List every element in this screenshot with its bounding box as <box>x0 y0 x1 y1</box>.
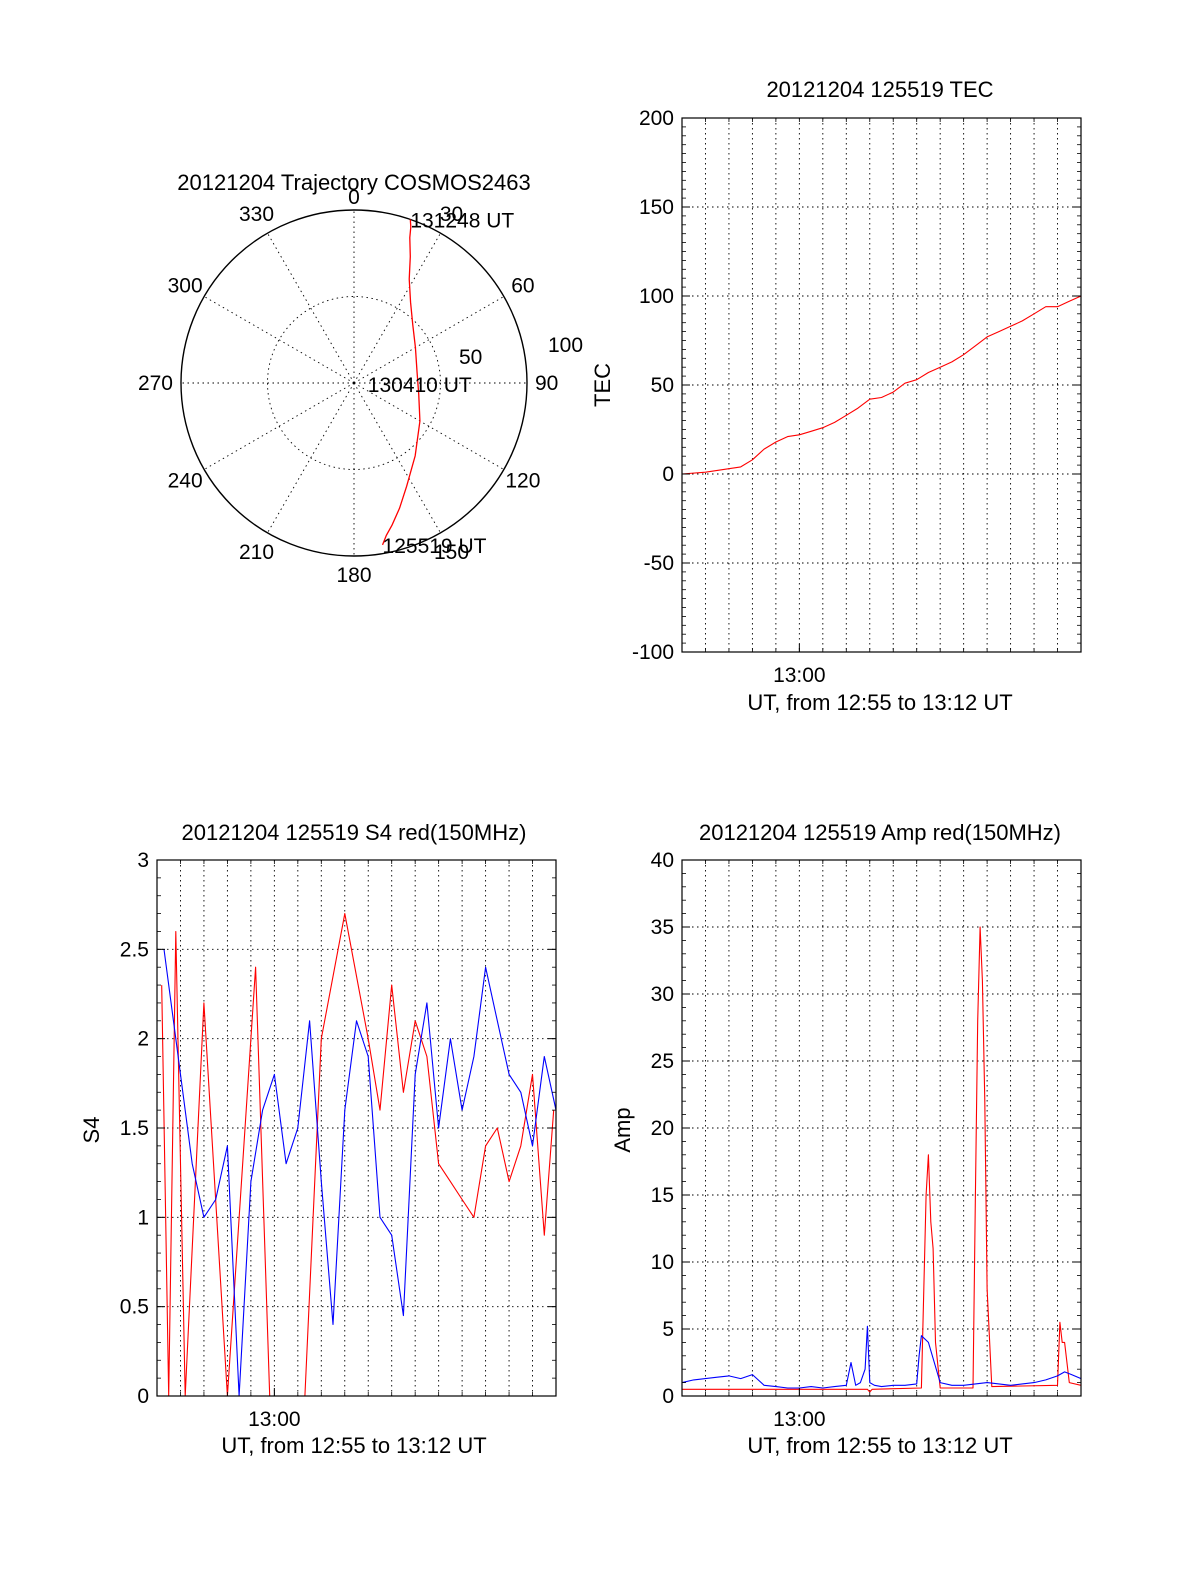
polar-azimuth-label: 30 <box>440 203 463 226</box>
series-line <box>682 1325 1081 1389</box>
polar-spoke <box>353 382 505 470</box>
polar-azimuth-label: 90 <box>535 372 558 395</box>
series-line <box>682 295 1081 475</box>
x-tick-label: 13:00 <box>773 1408 826 1431</box>
y-tick-label: 50 <box>651 374 674 397</box>
plot-frame <box>681 117 1082 653</box>
y-tick-label: 0.5 <box>120 1296 149 1319</box>
series-group <box>682 926 1081 1393</box>
polar-spoke <box>267 232 355 384</box>
y-tick-label: 1.5 <box>120 1117 149 1140</box>
polar-spoke <box>353 232 441 384</box>
s4-ylabel: S4 <box>79 1117 104 1144</box>
polar-azimuth-label: 270 <box>138 372 173 395</box>
x-tick-label: 13:00 <box>773 664 826 687</box>
polar-series <box>381 219 421 546</box>
y-tick-label: 2.5 <box>120 938 149 961</box>
tec-xlabel: UT, from 12:55 to 13:12 UT <box>747 690 1012 715</box>
y-tick-label: 30 <box>651 983 674 1006</box>
amp-panel: 20121204 125519 Amp red(150MHz) Amp UT, … <box>610 820 1082 1458</box>
y-tick-label: 0 <box>137 1385 149 1408</box>
polar-trajectory-line <box>381 219 421 546</box>
tec-title: 20121204 125519 TEC <box>766 77 993 102</box>
y-tick-label: 0 <box>662 1385 674 1408</box>
y-tick-label: -50 <box>644 552 674 575</box>
series-group <box>161 913 556 1396</box>
y-tick-label: 200 <box>639 107 674 130</box>
y-tick-label: 100 <box>639 285 674 308</box>
y-tick-label: 2 <box>137 1028 149 1051</box>
x-tick-label: 13:00 <box>248 1408 301 1431</box>
y-tick-label: 40 <box>651 849 674 872</box>
polar-azimuth-label: 60 <box>511 275 534 298</box>
s4-xlabel: UT, from 12:55 to 13:12 UT <box>221 1433 486 1458</box>
polar-ring-labels: 50 100 <box>459 334 583 369</box>
polar-azimuth-labels: 0 30 60 90 120 150 180 210 240 270 300 330 <box>138 186 558 587</box>
polar-azimuth-label: 330 <box>239 203 274 226</box>
amp-xlabel: UT, from 12:55 to 13:12 UT <box>747 1433 1012 1458</box>
polar-spoke <box>203 296 355 384</box>
series-line <box>163 949 556 1396</box>
polar-azimuth-label: 210 <box>239 541 274 564</box>
amp-title: 20121204 125519 Amp red(150MHz) <box>699 820 1061 845</box>
y-tick-label: 5 <box>662 1318 674 1341</box>
tec-ylabel: TEC <box>590 363 615 407</box>
polar-time-annotation: 130410 UT <box>368 374 472 397</box>
y-tick-label: 0 <box>662 463 674 486</box>
polar-spoke <box>203 382 355 470</box>
polar-azimuth-label: 180 <box>336 564 371 587</box>
polar-ring-label: 100 <box>548 334 583 357</box>
polar-annotations: 131248 UT 130410 UT 125519 UT <box>368 209 515 557</box>
polar-time-annotation: 125519 UT <box>383 535 487 558</box>
polar-time-annotation: 131248 UT <box>410 209 514 232</box>
plot-frame <box>681 859 1082 1397</box>
polar-outer-ring <box>180 209 528 557</box>
plot-frame <box>156 859 557 1397</box>
series-group <box>682 295 1081 475</box>
polar-grid <box>180 209 528 557</box>
trajectory-polar-plot: 20121204 Trajectory COSMOS2463 0 30 60 90 12… <box>138 170 583 587</box>
s4-panel: 20121204 125519 S4 red(150MHz) S4 UT, fr… <box>79 820 557 1458</box>
series-line <box>161 913 555 1396</box>
y-tick-label: 20 <box>651 1117 674 1140</box>
y-tick-label: 10 <box>651 1251 674 1274</box>
tec-panel: 20121204 125519 TEC TEC UT, from 12:55 t… <box>590 77 1082 715</box>
s4-title: 20121204 125519 S4 red(150MHz) <box>182 820 527 845</box>
polar-azimuth-label: 0 <box>348 186 360 209</box>
y-tick-label: 3 <box>137 849 149 872</box>
amp-ylabel: Amp <box>610 1107 635 1152</box>
polar-title: 20121204 Trajectory COSMOS2463 <box>177 170 530 195</box>
polar-spoke <box>353 382 441 534</box>
series-line <box>682 926 1081 1393</box>
y-tick-label: -100 <box>632 641 674 664</box>
y-tick-label: 25 <box>651 1050 674 1073</box>
polar-spoke <box>353 296 505 384</box>
y-tick-label: 35 <box>651 916 674 939</box>
polar-spoke <box>267 382 355 534</box>
polar-azimuth-label: 240 <box>168 470 203 493</box>
polar-ring-label: 50 <box>459 346 482 369</box>
y-tick-label: 150 <box>639 196 674 219</box>
y-tick-label: 1 <box>137 1206 149 1229</box>
polar-azimuth-label: 120 <box>505 470 540 493</box>
y-tick-label: 15 <box>651 1184 674 1207</box>
polar-azimuth-label: 300 <box>168 275 203 298</box>
polar-azimuth-label: 150 <box>434 541 469 564</box>
